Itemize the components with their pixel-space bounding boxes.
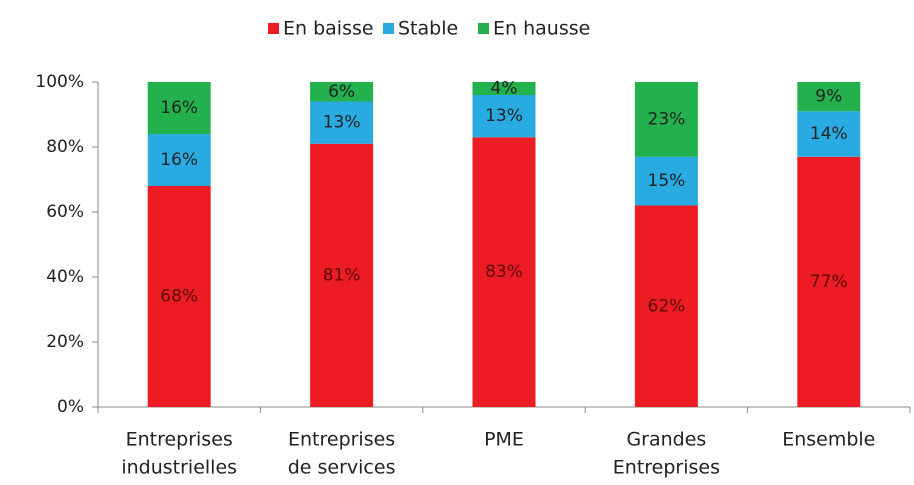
bar-segment — [797, 111, 861, 157]
bar-segment — [147, 186, 211, 407]
bar-segment — [634, 156, 698, 206]
y-tick-label: 0% — [57, 397, 84, 417]
bar-segment — [797, 82, 861, 112]
y-tick-label: 20% — [46, 332, 84, 352]
value-label: 4% — [491, 79, 518, 99]
bar-segment — [472, 82, 536, 95]
bar-segment — [472, 95, 536, 138]
legend-label: En hausse — [493, 18, 590, 40]
x-tick-label: Entreprises — [613, 457, 720, 479]
y-tick-label: 40% — [46, 267, 84, 287]
x-tick-label: industrielles — [121, 457, 237, 479]
value-label: 16% — [160, 150, 198, 170]
bar-segment — [147, 82, 211, 134]
bar-segment — [634, 82, 698, 157]
legend-swatch — [478, 23, 489, 34]
legend-label: Stable — [398, 18, 458, 40]
value-label: 13% — [485, 106, 523, 126]
x-tick-label: Entreprises — [126, 429, 233, 451]
y-tick-label: 80% — [46, 137, 84, 157]
legend-swatch — [383, 23, 394, 34]
legend-swatch — [268, 23, 279, 34]
bar-segment — [634, 205, 698, 407]
value-label: 13% — [323, 113, 361, 133]
legend-label: En baisse — [283, 18, 374, 40]
bar-segment — [310, 101, 374, 144]
value-label: 62% — [648, 296, 686, 316]
value-label: 14% — [810, 124, 848, 144]
x-tick-label: PME — [484, 429, 524, 451]
x-tick-label: de services — [288, 457, 396, 479]
x-tick-label: Grandes — [626, 429, 706, 451]
x-tick-label: Ensemble — [782, 429, 875, 451]
bar-segment — [147, 134, 211, 186]
bar-segment — [797, 156, 861, 407]
value-label: 83% — [485, 262, 523, 282]
value-label: 9% — [815, 87, 842, 107]
value-label: 77% — [810, 272, 848, 292]
value-label: 81% — [323, 265, 361, 285]
bar-segment — [310, 143, 374, 407]
y-tick-label: 60% — [46, 202, 84, 222]
value-label: 16% — [160, 98, 198, 118]
value-label: 6% — [328, 82, 355, 102]
value-label: 68% — [160, 287, 198, 307]
x-tick-label: Entreprises — [288, 429, 395, 451]
bar-segment — [472, 137, 536, 407]
value-label: 23% — [648, 109, 686, 129]
bar-segment — [310, 82, 374, 102]
y-tick-label: 100% — [35, 72, 84, 92]
value-label: 15% — [648, 171, 686, 191]
